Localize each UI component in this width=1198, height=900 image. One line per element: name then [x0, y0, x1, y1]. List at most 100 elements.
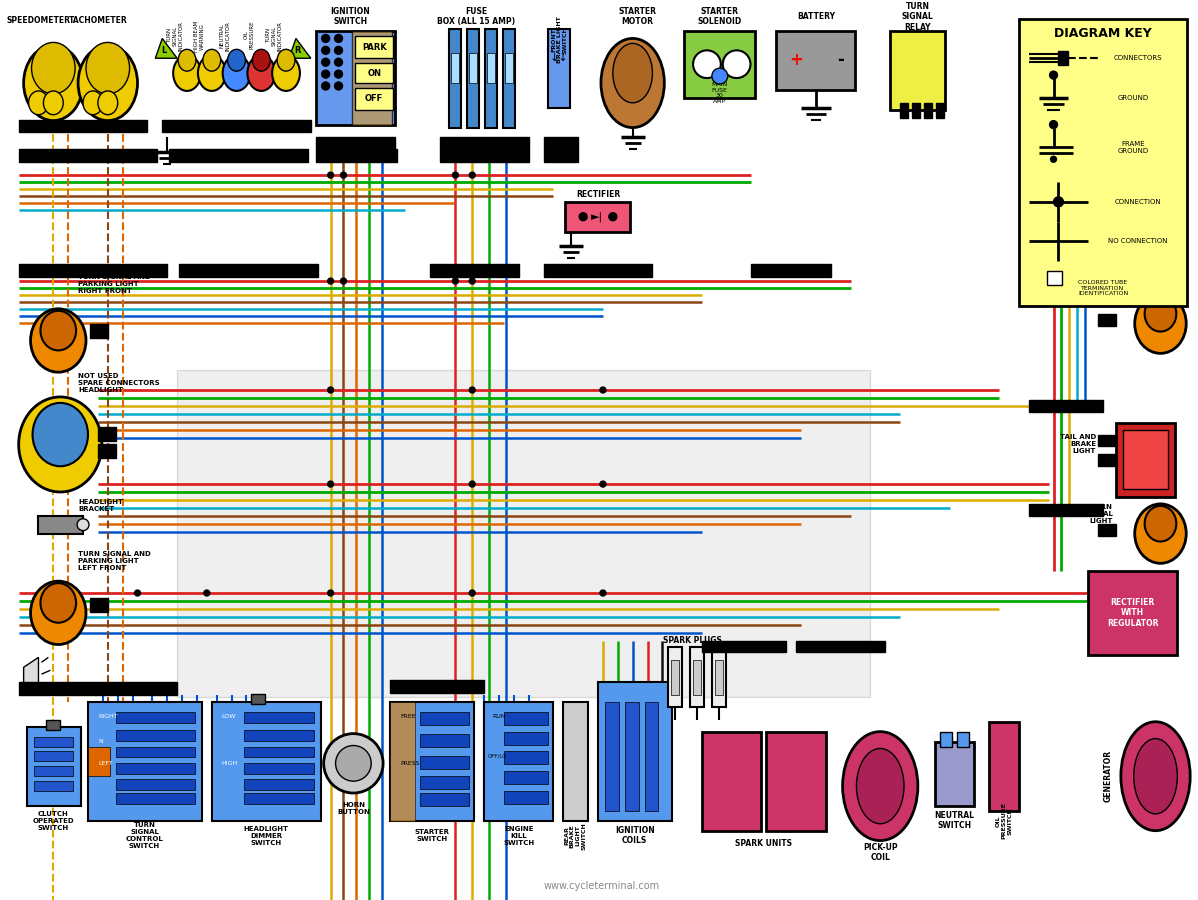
Ellipse shape: [31, 581, 86, 644]
Bar: [544, 265, 653, 277]
Bar: [244, 712, 314, 723]
Bar: [715, 661, 722, 695]
Circle shape: [77, 518, 89, 531]
Bar: [212, 702, 321, 821]
Text: www.cycleterminal.com: www.cycleterminal.com: [544, 881, 660, 891]
Ellipse shape: [29, 91, 48, 114]
Text: MAIN
FUSE
30
AMP: MAIN FUSE 30 AMP: [712, 82, 728, 104]
Circle shape: [335, 745, 371, 781]
Ellipse shape: [613, 43, 653, 103]
Circle shape: [470, 278, 476, 284]
Text: CONNECTORS: CONNECTORS: [1113, 55, 1162, 61]
Bar: [19, 120, 147, 131]
Circle shape: [600, 387, 606, 393]
Bar: [356, 37, 393, 58]
Text: GENERATOR: GENERATOR: [1103, 751, 1113, 802]
Bar: [116, 779, 195, 790]
Bar: [440, 149, 528, 162]
Bar: [116, 763, 195, 774]
Bar: [605, 702, 619, 811]
Circle shape: [327, 387, 333, 393]
Circle shape: [327, 172, 333, 178]
Text: STARTER
SOLENOID: STARTER SOLENOID: [697, 7, 742, 26]
Bar: [1099, 314, 1115, 326]
Ellipse shape: [24, 45, 83, 121]
Text: TACHOMETER: TACHOMETER: [68, 16, 127, 25]
Bar: [1047, 271, 1063, 285]
Ellipse shape: [253, 50, 271, 71]
Circle shape: [600, 482, 606, 487]
Text: IGNITION
SWITCH: IGNITION SWITCH: [331, 7, 370, 26]
Bar: [1099, 454, 1115, 466]
Text: SPARK UNITS: SPARK UNITS: [734, 839, 792, 848]
Ellipse shape: [272, 55, 300, 91]
Circle shape: [1049, 71, 1058, 79]
Bar: [890, 31, 944, 110]
Bar: [645, 702, 659, 811]
Text: RUN: RUN: [492, 715, 506, 719]
Ellipse shape: [41, 583, 77, 623]
Text: RIGHT: RIGHT: [98, 715, 117, 719]
Ellipse shape: [19, 397, 102, 492]
Text: SPARK PLUGS: SPARK PLUGS: [662, 636, 721, 645]
Circle shape: [600, 590, 606, 596]
Text: N: N: [98, 739, 103, 744]
Bar: [98, 445, 116, 458]
Circle shape: [1049, 121, 1058, 129]
Text: LOW: LOW: [222, 715, 236, 719]
Ellipse shape: [78, 45, 138, 121]
Ellipse shape: [223, 55, 250, 91]
Bar: [504, 712, 549, 724]
Ellipse shape: [1144, 296, 1176, 331]
Polygon shape: [24, 657, 38, 692]
Bar: [244, 746, 314, 758]
Text: DIAGRAM KEY: DIAGRAM KEY: [1054, 27, 1152, 40]
Text: TURN
SIGNAL
RELAY: TURN SIGNAL RELAY: [902, 2, 933, 32]
Bar: [356, 88, 393, 110]
Bar: [87, 702, 202, 821]
Circle shape: [322, 70, 329, 78]
Bar: [419, 793, 470, 806]
Text: OFF/LO: OFF/LO: [488, 754, 508, 759]
Ellipse shape: [248, 55, 276, 91]
Text: PRESS: PRESS: [400, 760, 419, 766]
Bar: [419, 734, 470, 746]
Bar: [924, 103, 932, 118]
Circle shape: [327, 590, 333, 596]
Bar: [391, 702, 474, 821]
Text: CLUTCH
OPERATED
SWITCH: CLUTCH OPERATED SWITCH: [32, 811, 74, 831]
Circle shape: [327, 278, 333, 284]
Bar: [1115, 423, 1175, 497]
Bar: [38, 516, 83, 534]
Ellipse shape: [31, 309, 86, 373]
Bar: [504, 771, 549, 784]
Bar: [668, 647, 682, 707]
Bar: [244, 779, 314, 790]
Ellipse shape: [198, 55, 225, 91]
Ellipse shape: [228, 50, 246, 71]
Text: COLORED TUBE
TERMINATION
IDENTIFICATION: COLORED TUBE TERMINATION IDENTIFICATION: [1078, 280, 1129, 296]
Text: HIGH BEAM
WARNING: HIGH BEAM WARNING: [194, 21, 205, 52]
Text: TURN
SIGNAL
LIGHT: TURN SIGNAL LIGHT: [1084, 504, 1113, 524]
Text: ON: ON: [367, 68, 381, 77]
Text: FREE: FREE: [400, 715, 416, 719]
Bar: [1088, 572, 1178, 655]
Bar: [504, 791, 549, 804]
Bar: [391, 702, 415, 821]
Bar: [419, 776, 470, 789]
Text: REAR
BRAKE
LIGHT
SWITCH: REAR BRAKE LIGHT SWITCH: [564, 822, 586, 850]
Bar: [449, 29, 461, 128]
Circle shape: [334, 82, 343, 90]
Text: CONNECTION: CONNECTION: [1114, 199, 1161, 205]
Text: FRAME
GROUND: FRAME GROUND: [1118, 141, 1149, 154]
Bar: [912, 103, 920, 118]
Bar: [544, 138, 579, 149]
Text: GROUND: GROUND: [1118, 94, 1149, 101]
Text: OIL
PRESSURE: OIL PRESSURE: [244, 21, 255, 50]
Bar: [316, 31, 395, 124]
Text: TURN
SIGNAL
INDICATOR: TURN SIGNAL INDICATOR: [266, 21, 283, 50]
Ellipse shape: [174, 55, 201, 91]
Bar: [34, 736, 73, 746]
Text: NOT USED
SPARE CONNECTORS
HEADLIGHT: NOT USED SPARE CONNECTORS HEADLIGHT: [78, 374, 159, 393]
Bar: [34, 752, 73, 761]
